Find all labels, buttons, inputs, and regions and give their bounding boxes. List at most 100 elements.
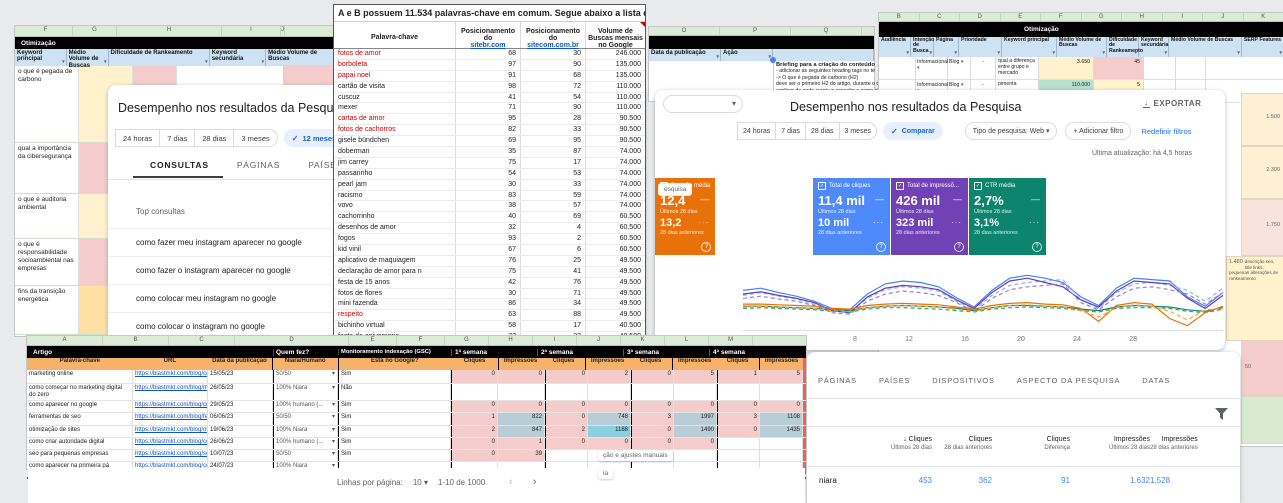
metric-column-header[interactable]: Impressões Últimos 28 dias (1108, 436, 1150, 451)
google-status-cell[interactable]: Sim (338, 438, 451, 449)
row-label[interactable]: niara (819, 476, 837, 485)
column-letter[interactable]: I (533, 336, 577, 345)
clicks-cell[interactable]: 0 (631, 438, 674, 449)
clicks-cell[interactable]: 0 (451, 438, 498, 449)
serp-cell[interactable] (1206, 57, 1283, 79)
column-letter[interactable]: P (720, 27, 791, 35)
date-cell[interactable]: 10/07/23 (208, 450, 273, 461)
keyword-row[interactable]: doberman 35 87 74.000 (334, 147, 645, 158)
metric-column-header[interactable]: ↓ Cliques Últimos 28 dias (890, 436, 932, 451)
keyword-row[interactable]: mini fazenda 86 34 49.500 (334, 299, 645, 311)
clicks-cell[interactable] (717, 450, 760, 461)
column-letter[interactable]: D (235, 336, 349, 345)
dimension-tab[interactable]: PAÍSES (878, 376, 911, 385)
article-row[interactable]: seo para pequenas empresas https://blast… (27, 450, 806, 462)
who-dropdown[interactable]: 50/50 ▾ (273, 370, 338, 383)
column-letter[interactable]: E (1001, 13, 1041, 21)
keyword-row[interactable]: racismo 83 59 74.000 (334, 190, 645, 202)
impressions-cell[interactable]: 748 (588, 413, 631, 425)
col-header-metric[interactable]: Cliques (552, 358, 575, 364)
impressions-cell[interactable]: 39 (498, 450, 545, 461)
table-row[interactable]: Informacional ▾ Blog ▾ - qual a diferenç… (879, 57, 1283, 80)
compare-chip[interactable]: ✓ Comparar (882, 122, 943, 140)
article-row[interactable]: como aparecer no google https://blastmkt… (27, 401, 806, 413)
url-link[interactable]: https://blastmkt.com/blog/como-criar (133, 438, 208, 449)
column-letter[interactable]: J (1203, 13, 1244, 21)
impressions-cell[interactable] (498, 384, 545, 400)
keyword-cell[interactable]: qual a diferença entre grupo e mercado (996, 57, 1039, 79)
metric-column-header[interactable]: Cliques Diferença (1044, 436, 1070, 451)
metric-card[interactable]: ✓ Total de cliques 11,4 mil Últimos 28 di… (813, 178, 890, 255)
clicks-cell[interactable]: 2 (545, 426, 588, 437)
date-cell[interactable]: 19/06/23 (208, 426, 273, 437)
keyword-row[interactable]: cachorrinho 40 69 60.500 (334, 212, 645, 224)
impressions-cell[interactable]: 1108 (760, 413, 803, 425)
time-range-chip[interactable]: 7 dias (775, 122, 805, 140)
selection-handle[interactable] (770, 57, 776, 63)
keyword-row[interactable]: fotos de flores 30 71 49.500 (334, 288, 645, 300)
who-dropdown[interactable]: 100% Niara ▾ (273, 384, 338, 400)
impressions-cell[interactable]: 1188 (588, 426, 631, 437)
column-letter[interactable]: J (281, 26, 285, 36)
metric-card[interactable]: ✓ Total de impressõ... 426 mil Últimos 28… (891, 178, 968, 255)
clicks-cell[interactable]: 0 (545, 413, 588, 425)
impressions-cell[interactable]: 0 (588, 438, 631, 449)
dimension-tab[interactable]: ASPECTO DA PESQUISA (1016, 376, 1121, 385)
article-row[interactable]: como começar no marketing digital do zer… (27, 384, 806, 401)
clicks-cell[interactable] (451, 384, 498, 400)
date-cell[interactable]: 15/05/23 (208, 370, 273, 383)
url-link[interactable]: https://blastmkt.com/blog/marketing- (133, 384, 208, 400)
date-cell[interactable]: 26/06/23 (208, 438, 273, 449)
keyword-cell[interactable]: como começar no marketing digital do zer… (27, 384, 133, 400)
property-selector[interactable]: ▾ (663, 95, 743, 113)
question-icon[interactable]: ? (701, 242, 712, 252)
reset-filters-link[interactable]: Redefinir filtros (1141, 126, 1192, 136)
metric-card[interactable]: ✓ CTR média 2,7% Últimos 28 dias 3,1% 28 … (969, 178, 1046, 255)
column-header[interactable]: Keyword secundária ▾ (1141, 37, 1169, 57)
column-letter[interactable]: G (445, 336, 489, 345)
col-header-data-publicacao[interactable]: Data da publicação ▾ (651, 49, 721, 61)
column-header[interactable]: Keyword principal ▾ (17, 49, 67, 66)
time-range-chip[interactable]: 24 horas (737, 122, 776, 140)
keyword-row[interactable]: aplicativo de maquiagem 76 25 49.500 (334, 255, 645, 267)
keyword-cell[interactable]: seo para pequenas empresas (27, 450, 133, 461)
google-status-cell[interactable]: Sim (338, 450, 451, 461)
clicks-cell[interactable]: 0 (631, 426, 674, 437)
clicks-cell[interactable]: 3 (631, 413, 674, 425)
google-status-cell[interactable]: Sim (338, 426, 451, 437)
impressions-cell[interactable] (674, 384, 717, 400)
search-type-filter[interactable]: Tipo de pesquisa: Web ▾ (964, 122, 1058, 140)
column-letter[interactable]: L (665, 336, 709, 345)
clicks-cell[interactable]: 0 (451, 450, 498, 461)
keyword-row[interactable]: vovo 38 57 74.000 (334, 201, 645, 213)
impressions-cell[interactable] (588, 384, 631, 400)
url-link[interactable]: https://blastmkt.com/blog/ferramenta (133, 413, 208, 425)
keyword-row[interactable]: cartas de amor 95 28 90.500 (334, 114, 645, 126)
col-header-metric[interactable]: Cliques (726, 358, 749, 364)
clicks-cell[interactable] (631, 384, 674, 400)
keyword-row[interactable]: cartão de visita 98 72 110.000 (334, 81, 645, 93)
keyword-row[interactable]: passarinho 54 53 74.000 (334, 168, 645, 180)
dimension-tab[interactable]: DATAS (1142, 376, 1171, 385)
impressions-cell[interactable]: 847 (498, 426, 545, 437)
column-header[interactable]: Médio Volume de Buscas▾ (1171, 37, 1242, 57)
rows-per-page-select[interactable]: 10 ▾ (412, 477, 428, 487)
priority-cell[interactable]: - (971, 57, 996, 79)
col-header-palavra-chave[interactable]: Palavra-chave (59, 358, 100, 364)
keyword-cell[interactable]: o que é auditoria ambiental (15, 194, 79, 238)
col-header-empty[interactable] (773, 49, 874, 61)
dimension-tab[interactable]: DISPOSITIVOS (932, 376, 995, 385)
col-header-esta-no-google[interactable]: Está no Google? (337, 358, 451, 370)
article-row[interactable]: como criar autoridade digital https://bl… (27, 438, 806, 450)
column-header[interactable]: Dificuldade de Rankeamento ▾ (1109, 37, 1144, 57)
column-header[interactable]: Médio Volume de Buscas▾ (266, 49, 342, 66)
column-letter[interactable]: G (1082, 13, 1122, 21)
column-header[interactable]: Keyword principal ▾ (1004, 37, 1057, 57)
col-header-metric[interactable]: Cliques (639, 358, 662, 364)
dimension-tab[interactable]: PÁGINAS (818, 376, 857, 385)
clicks-cell[interactable]: 1 (451, 413, 498, 425)
column-letter[interactable]: E (349, 336, 397, 345)
prev-page-button[interactable]: ‹ (509, 476, 513, 488)
